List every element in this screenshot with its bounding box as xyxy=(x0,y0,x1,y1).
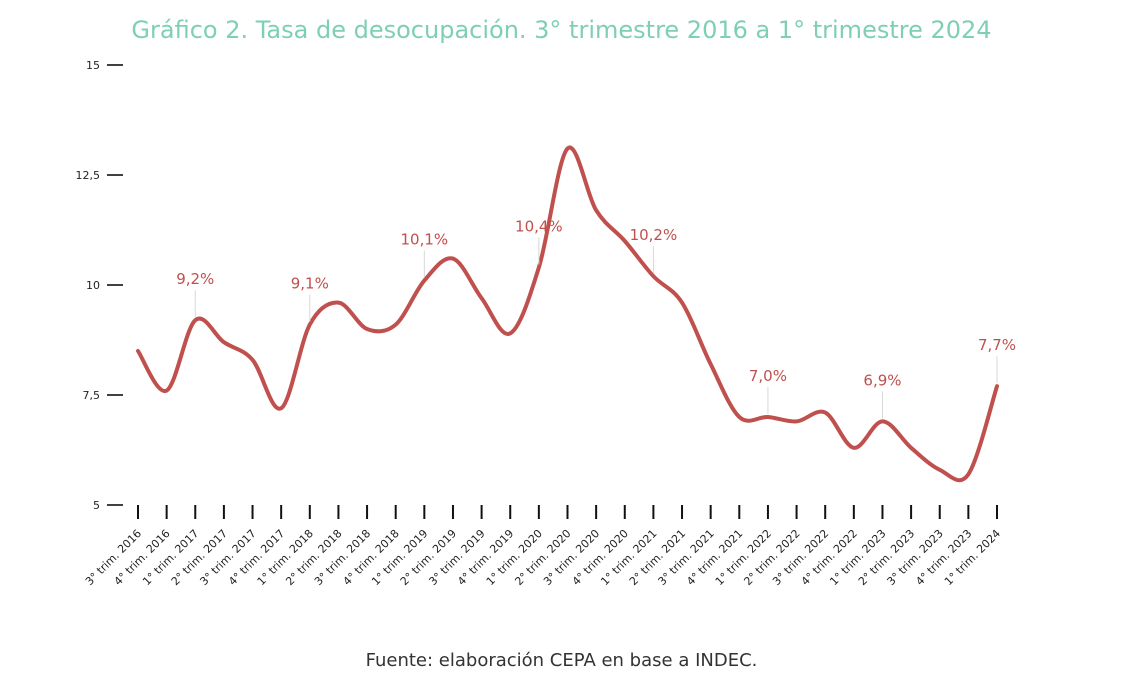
data-label: 10,2% xyxy=(630,226,678,244)
y-tick-label: 10 xyxy=(86,279,100,292)
data-label: 10,4% xyxy=(515,217,563,235)
data-label: 9,1% xyxy=(291,275,329,293)
unemployment-rate-line xyxy=(136,145,999,483)
chart-title: Gráfico 2. Tasa de desocupación. 3° trim… xyxy=(131,16,992,44)
chart-source: Fuente: elaboración CEPA en base a INDEC… xyxy=(365,650,758,671)
y-tick-label: 12,5 xyxy=(76,169,101,182)
data-label: 6,9% xyxy=(863,371,901,389)
series-line xyxy=(136,145,999,483)
data-label: 10,1% xyxy=(401,231,449,249)
data-label: 7,0% xyxy=(749,367,787,385)
data-label: 9,2% xyxy=(176,270,214,288)
y-tick-label: 15 xyxy=(86,59,100,72)
y-tick-label: 7,5 xyxy=(83,389,101,402)
data-labels: 9,2% 9,1% 10,1% 10,4% 10,2% 7,0% 6,9% 7,7% xyxy=(176,217,1016,419)
y-axis: 15 12,5 10 7,5 5 xyxy=(76,59,123,512)
data-label: 7,7% xyxy=(978,336,1016,354)
y-tick-label: 5 xyxy=(93,499,100,512)
